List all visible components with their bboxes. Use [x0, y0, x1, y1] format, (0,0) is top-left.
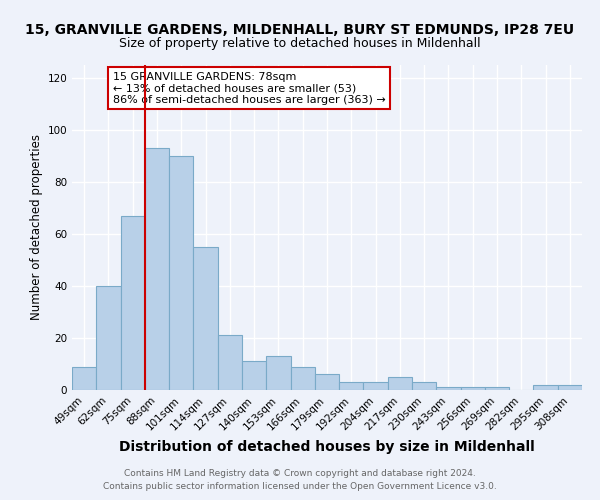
Bar — [339, 382, 364, 390]
Bar — [96, 286, 121, 390]
Bar — [72, 366, 96, 390]
Bar — [388, 377, 412, 390]
Bar — [364, 382, 388, 390]
Bar — [218, 336, 242, 390]
Text: 15 GRANVILLE GARDENS: 78sqm
← 13% of detached houses are smaller (53)
86% of sem: 15 GRANVILLE GARDENS: 78sqm ← 13% of det… — [113, 72, 386, 104]
X-axis label: Distribution of detached houses by size in Mildenhall: Distribution of detached houses by size … — [119, 440, 535, 454]
Text: Contains public sector information licensed under the Open Government Licence v3: Contains public sector information licen… — [103, 482, 497, 491]
Bar — [193, 247, 218, 390]
Bar — [533, 385, 558, 390]
Bar — [412, 382, 436, 390]
Bar — [558, 385, 582, 390]
Text: 15, GRANVILLE GARDENS, MILDENHALL, BURY ST EDMUNDS, IP28 7EU: 15, GRANVILLE GARDENS, MILDENHALL, BURY … — [25, 22, 575, 36]
Bar — [145, 148, 169, 390]
Text: Size of property relative to detached houses in Mildenhall: Size of property relative to detached ho… — [119, 38, 481, 51]
Bar — [315, 374, 339, 390]
Bar — [121, 216, 145, 390]
Bar — [485, 388, 509, 390]
Bar — [266, 356, 290, 390]
Bar — [290, 366, 315, 390]
Bar — [169, 156, 193, 390]
Bar — [242, 362, 266, 390]
Bar — [436, 388, 461, 390]
Y-axis label: Number of detached properties: Number of detached properties — [30, 134, 43, 320]
Text: Contains HM Land Registry data © Crown copyright and database right 2024.: Contains HM Land Registry data © Crown c… — [124, 468, 476, 477]
Bar — [461, 388, 485, 390]
